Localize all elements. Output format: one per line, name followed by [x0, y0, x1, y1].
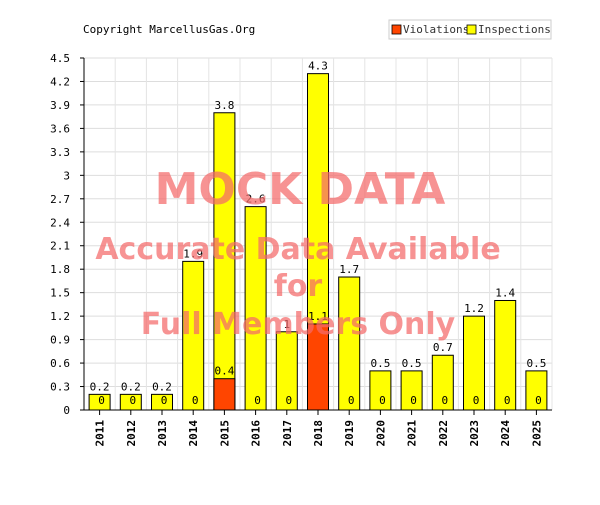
data-label-inspections-2016: 2.6: [246, 193, 266, 206]
y-tick-label: 1.2: [50, 310, 70, 323]
legend-label-violations: Violations: [403, 23, 469, 36]
data-label-inspections-2024: 1.4: [495, 286, 515, 299]
data-label-inspections-2019: 1.7: [339, 263, 359, 276]
y-tick-label: 3.6: [50, 122, 70, 135]
data-label-violations-2013: 0: [161, 394, 168, 407]
data-label-inspections-2015: 3.8: [214, 99, 234, 112]
watermark-line-4: Full Members Only: [141, 307, 456, 342]
data-label-violations-2020: 0: [379, 394, 386, 407]
y-tick-label: 0.9: [50, 334, 70, 347]
y-tick-label: 3.9: [50, 99, 70, 112]
legend-label-inspections: Inspections: [478, 23, 551, 36]
data-label-inspections-2013: 0.2: [152, 380, 172, 393]
bars: [88, 73, 548, 411]
watermark: MOCK DATA Accurate Data Available for Fu…: [95, 164, 500, 342]
data-label-violations-2012: 0: [129, 394, 136, 407]
data-label-violations-2022: 0: [441, 394, 448, 407]
watermark-line-1: MOCK DATA: [155, 164, 446, 215]
legend-swatch-inspections: [466, 24, 477, 35]
data-label-violations-2024: 0: [504, 394, 511, 407]
x-tick-label-2024: 2024: [499, 420, 512, 447]
data-label-inspections-2014: 1.9: [183, 247, 203, 260]
x-tick-label-2014: 2014: [187, 420, 200, 447]
x-tick-label-2025: 2025: [530, 420, 543, 447]
data-label-violations-2019: 0: [348, 394, 355, 407]
y-tick-label: 2.4: [50, 216, 70, 229]
y-tick-label: 4.2: [50, 75, 70, 88]
x-tick-label-2016: 2016: [250, 420, 263, 447]
watermark-line-2: Accurate Data Available: [95, 232, 500, 267]
legend: Violations Inspections: [388, 19, 552, 40]
data-label-inspections-2025: 0.5: [526, 357, 546, 370]
data-label-violations-2023: 0: [473, 394, 480, 407]
x-tick-label-2023: 2023: [468, 420, 481, 447]
x-tick-label-2012: 2012: [125, 420, 138, 447]
data-label-inspections-2011: 0.2: [90, 380, 110, 393]
x-tick-label-2015: 2015: [218, 420, 231, 447]
data-label-inspections-2020: 0.5: [370, 357, 390, 370]
bar-inspections-2019: [338, 276, 361, 411]
data-label-violations-2014: 0: [192, 394, 199, 407]
bar-violations-2015: [213, 378, 236, 411]
y-axis-ticks: 0 0.3 0.6 0.9 1.2 1.5 1.8 2.1 2.4 2.7 3 3.3 3.6 3.9 4.…: [50, 52, 84, 417]
x-tick-label-2020: 2020: [374, 420, 387, 447]
y-tick-label: 3.3: [50, 146, 70, 159]
data-label-inspections-2018: 4.3: [308, 60, 328, 73]
data-label-inspections-2021: 0.5: [402, 357, 422, 370]
data-label-violations-2015: 0.4: [214, 365, 234, 378]
y-tick-label: 2.1: [50, 240, 70, 253]
data-labels: 0.200.200.201.903.80.42.60104.31.11.700.…: [90, 60, 547, 407]
x-axis-ticks: 2011 2012 2013 2014 2015 2016 2017 2018 2019 2020…: [94, 410, 543, 447]
y-tick-label: 1.5: [50, 287, 70, 300]
x-tick-label-2017: 2017: [281, 420, 294, 447]
x-tick-label-2022: 2022: [437, 420, 450, 447]
x-tick-label-2011: 2011: [94, 420, 107, 447]
data-label-violations-2017: 0: [285, 394, 292, 407]
copyright-text: Copyright MarcellusGas.Org: [83, 23, 255, 36]
data-label-violations-2018: 1.1: [308, 310, 328, 323]
data-label-violations-2025: 0: [535, 394, 542, 407]
y-tick-label: 1.8: [50, 263, 70, 276]
data-label-violations-2021: 0: [410, 394, 417, 407]
watermark-line-3: for: [274, 269, 323, 304]
x-tick-label-2019: 2019: [343, 420, 356, 447]
y-tick-label: 4.5: [50, 52, 70, 65]
data-label-inspections-2022: 0.7: [433, 341, 453, 354]
x-tick-label-2013: 2013: [156, 420, 169, 447]
data-label-inspections-2012: 0.2: [121, 380, 141, 393]
y-tick-label: 0.3: [50, 381, 70, 394]
data-label-inspections-2023: 1.2: [464, 302, 484, 315]
y-tick-label: 3: [63, 169, 70, 182]
legend-swatch-violations: [391, 24, 402, 35]
y-tick-label: 0: [63, 404, 70, 417]
data-label-violations-2011: 0: [98, 394, 105, 407]
x-tick-label-2021: 2021: [406, 420, 419, 447]
x-tick-label-2018: 2018: [312, 420, 325, 447]
y-tick-label: 0.6: [50, 357, 70, 370]
y-tick-label: 2.7: [50, 193, 70, 206]
data-label-inspections-2017: 1: [283, 318, 290, 331]
data-label-violations-2016: 0: [254, 394, 261, 407]
